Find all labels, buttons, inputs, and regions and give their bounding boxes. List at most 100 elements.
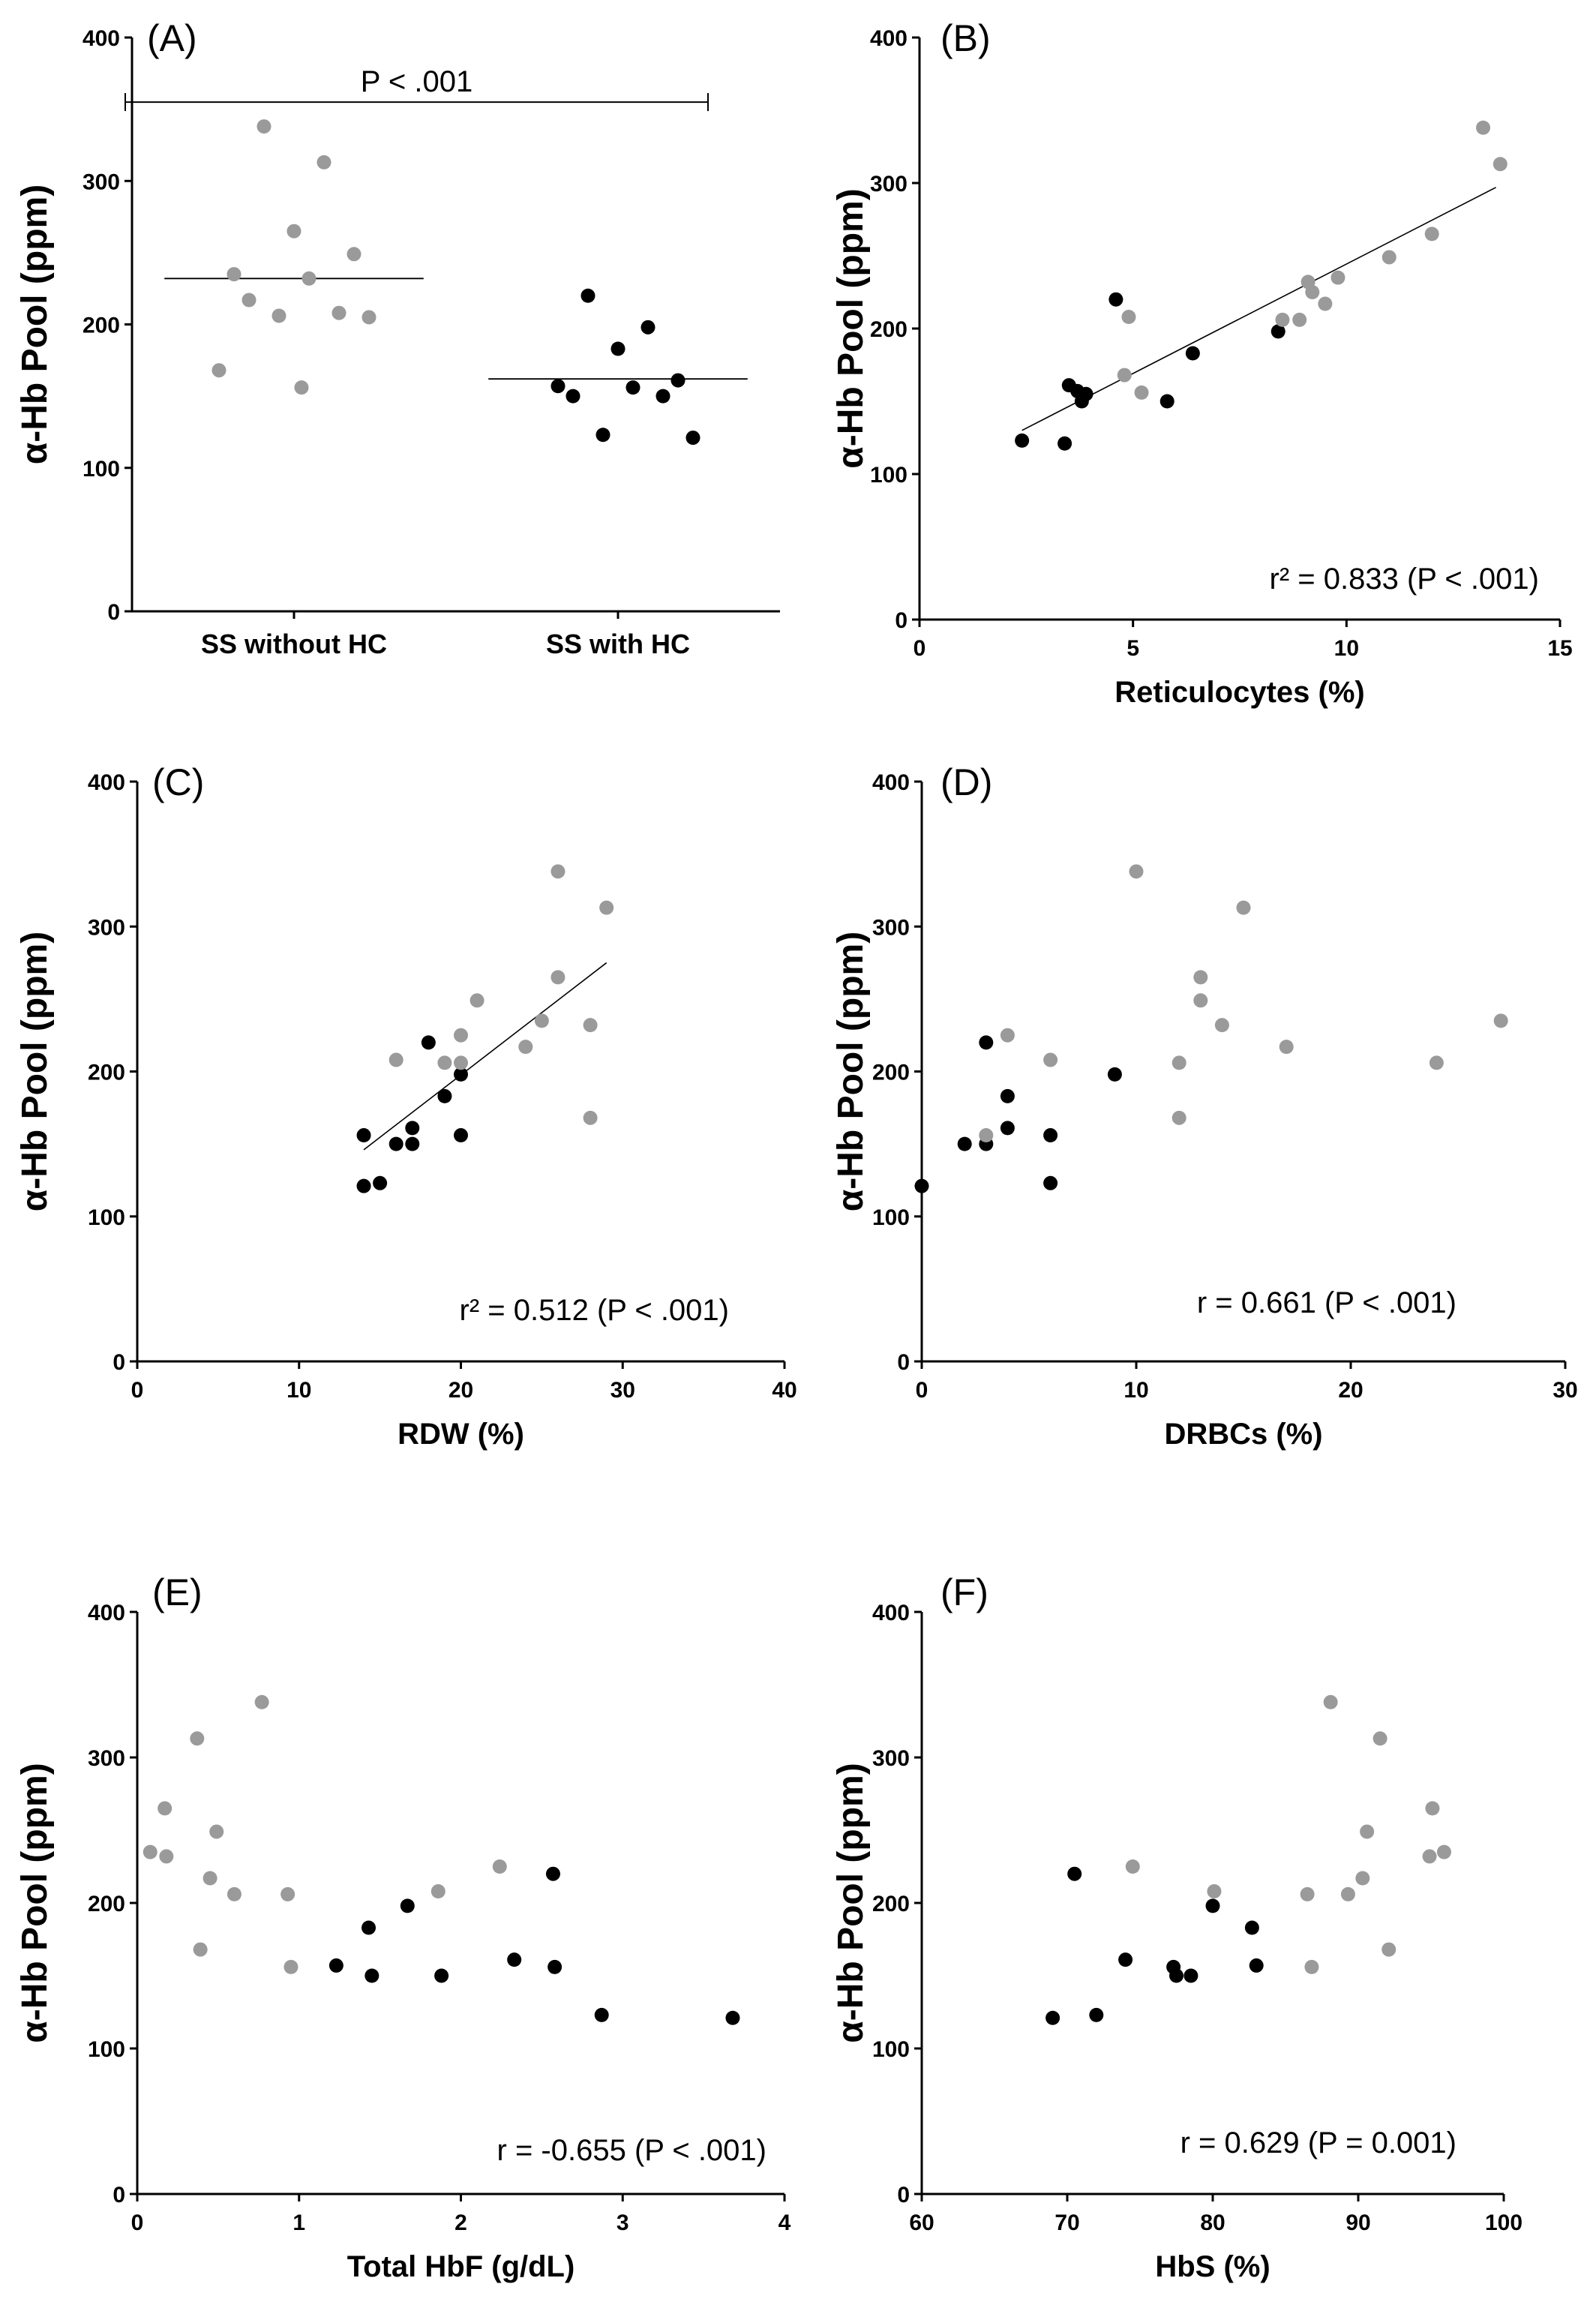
data-point (193, 1942, 208, 1957)
data-point (1300, 1886, 1315, 1901)
y-axis-title: α-Hb Pool (ppm) (15, 185, 55, 464)
data-point (914, 1178, 929, 1193)
data-point (1425, 1801, 1440, 1816)
data-point (142, 1844, 158, 1859)
y-tick-label: 100 (88, 2037, 125, 2062)
y-axis-title: α-Hb Pool (ppm) (831, 188, 871, 468)
y-tick-label: 200 (872, 1892, 910, 1916)
data-point (492, 1859, 507, 1874)
data-point (159, 1849, 174, 1864)
data-point (190, 1731, 205, 1746)
statistic-label: r = 0.629 (P = 0.001) (1180, 2126, 1456, 2159)
x-axis-title: Total HbF (g/dL) (347, 2250, 575, 2283)
data-point (1422, 1849, 1437, 1864)
data-point (1205, 1898, 1220, 1913)
data-point (1292, 312, 1307, 327)
data-point (362, 310, 376, 325)
x-tick-label: 2 (454, 2210, 467, 2235)
y-axis-title: α-Hb Pool (ppm) (15, 932, 55, 1211)
x-tick-label: 10 (1124, 1378, 1148, 1403)
panel-b: 0 100 200 300 400 0 5 10 15 Reticulocytes (%) α-Hb… (831, 17, 1573, 709)
data-point (284, 1959, 298, 1974)
data-point (1340, 1886, 1355, 1901)
x-tick-label: 10 (1334, 636, 1359, 661)
data-point (594, 2007, 609, 2022)
y-tick-label: 400 (88, 1601, 125, 1625)
y-tick-label: 100 (88, 1205, 125, 1230)
y-tick-label: 400 (870, 26, 908, 51)
x-axis-title: RDW (%) (398, 1418, 524, 1451)
y-tick-label: 0 (897, 1350, 910, 1375)
y-tick-label: 400 (872, 1601, 910, 1625)
y-tick-label: 200 (88, 1061, 125, 1085)
data-point (686, 431, 700, 446)
data-point (434, 1968, 449, 1983)
panel-label: (E) (152, 1571, 202, 1613)
y-tick-label: 200 (870, 317, 908, 342)
y-tick-label: 100 (870, 463, 908, 488)
data-point (202, 1871, 218, 1886)
x-tick-label: 20 (448, 1378, 473, 1403)
data-point (294, 380, 309, 395)
data-point (388, 1052, 404, 1067)
panel-label: (D) (940, 761, 992, 803)
x-tick-label: 0 (131, 2210, 144, 2235)
data-point (550, 864, 566, 879)
data-point (670, 373, 686, 388)
statistic-label: r² = 0.512 (P < .001) (460, 1294, 729, 1327)
x-tick-label: 0 (916, 1378, 928, 1403)
data-point (596, 428, 610, 443)
y-tick-label: 0 (107, 600, 120, 625)
data-point (1000, 1088, 1015, 1103)
panel-label: (F) (940, 1571, 988, 1613)
data-point (1117, 368, 1132, 383)
data-point (534, 1013, 549, 1028)
data-point (1078, 386, 1094, 401)
significance-label: P < .001 (361, 65, 472, 98)
data-point (1125, 1859, 1140, 1874)
data-point (1000, 1028, 1015, 1043)
data-point (1089, 2007, 1104, 2022)
x-tick-label: 3 (616, 2210, 629, 2235)
y-tick-label: 300 (872, 915, 910, 940)
data-point (332, 305, 346, 320)
data-point (640, 320, 656, 335)
x-tick-label: 0 (914, 636, 926, 661)
data-point (1372, 1731, 1388, 1746)
x-tick-label: 5 (1126, 636, 1139, 661)
panel-f: 0 100 200 300 400 60 70 80 90 100 HbS (%) α-Hb Pool… (831, 1571, 1522, 2283)
panel-label: (C) (152, 761, 204, 803)
data-point (158, 1801, 172, 1816)
data-point (356, 1178, 371, 1193)
data-point (1107, 1067, 1122, 1082)
regression-line (363, 962, 608, 1151)
x-category-label: SS without HC (201, 629, 387, 659)
data-point (356, 1128, 371, 1143)
data-point (1270, 324, 1286, 339)
x-axis-title: HbS (%) (1155, 2250, 1270, 2283)
y-tick-label: 400 (872, 770, 910, 795)
data-point (1129, 864, 1144, 879)
data-point (1193, 970, 1208, 985)
data-point (400, 1898, 415, 1913)
x-tick-label: 60 (909, 2210, 934, 2235)
data-point (1304, 1959, 1319, 1974)
data-point (226, 267, 242, 282)
data-point (1323, 1694, 1338, 1709)
y-tick-label: 200 (872, 1061, 910, 1085)
data-point (507, 1952, 522, 1967)
panel-e: 0 100 200 300 400 0 1 2 3 4 Total HbF (g/dL) α-Hb P… (15, 1571, 791, 2283)
data-point (957, 1136, 972, 1151)
data-point (256, 119, 272, 134)
x-axis-title: Reticulocytes (%) (1114, 676, 1364, 709)
data-point (362, 1920, 376, 1935)
x-tick-label: 4 (778, 2210, 791, 2235)
statistic-label: r = -0.655 (P < .001) (497, 2134, 766, 2167)
y-tick-label: 100 (82, 457, 120, 482)
data-point (209, 1824, 224, 1839)
y-tick-label: 100 (872, 2037, 910, 2062)
data-point (1118, 1952, 1133, 1967)
y-tick-label: 0 (112, 2183, 125, 2207)
data-point (548, 1959, 562, 1974)
y-tick-label: 400 (82, 26, 120, 51)
